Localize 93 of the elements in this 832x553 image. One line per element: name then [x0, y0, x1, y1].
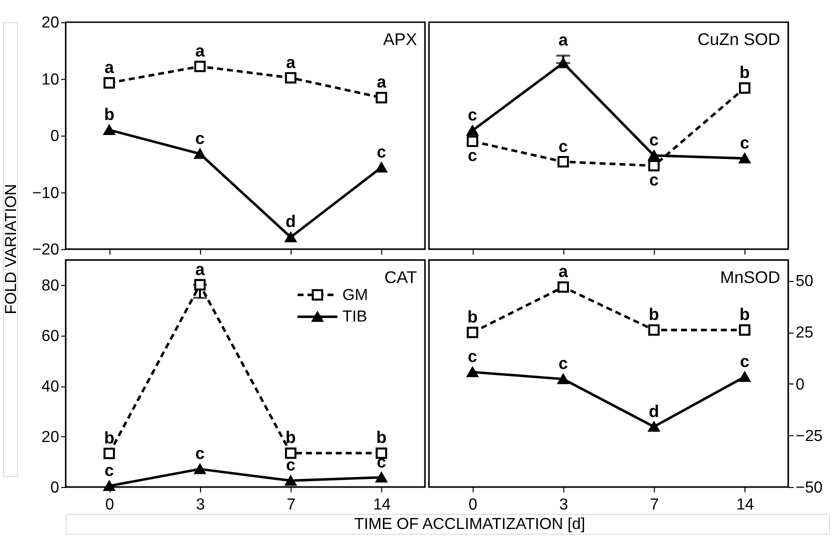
- point: [648, 422, 660, 432]
- x-tick-label: 3: [196, 496, 206, 514]
- annotation: a: [376, 72, 387, 92]
- x-axis-title: TIME OF ACCLIMATIZATION [d]: [354, 516, 586, 533]
- text: CAT: [384, 268, 417, 287]
- point: [284, 72, 296, 84]
- x-tick-label: 0: [468, 496, 478, 514]
- point: [194, 148, 206, 159]
- x-tick-label: 7: [650, 496, 660, 514]
- y-tick-label: 10: [42, 71, 60, 88]
- y-tick-label: 60: [42, 328, 60, 346]
- y-tick-label: −10: [32, 184, 60, 202]
- annotation: b: [376, 428, 387, 448]
- annotation: c: [104, 460, 114, 480]
- y-tick-label: 0: [50, 128, 60, 146]
- point: [738, 153, 750, 164]
- point: [557, 281, 569, 293]
- y-tick-label: 50: [796, 273, 814, 290]
- point: [648, 160, 660, 172]
- annotation: c: [286, 456, 296, 475]
- annotation: a: [286, 52, 296, 72]
- point: [376, 162, 388, 172]
- y-tick-label: 0: [796, 376, 805, 394]
- point: [648, 324, 660, 336]
- legend-label: GM: [342, 286, 368, 304]
- annotation: b: [740, 305, 750, 324]
- annotation: b: [467, 307, 478, 326]
- y-tick-label: 40: [42, 378, 60, 396]
- y-tick-label: 20: [42, 14, 60, 32]
- annotation: b: [740, 63, 750, 82]
- annotation: c: [740, 133, 750, 152]
- chart-title: APX: [383, 30, 417, 50]
- annotation: c: [195, 128, 205, 148]
- annotation: a: [558, 262, 569, 282]
- annotation: a: [558, 30, 569, 50]
- annotation: b: [104, 105, 114, 124]
- point: [194, 279, 206, 290]
- point: [466, 136, 478, 148]
- annotation: c: [558, 136, 568, 156]
- point: [284, 447, 296, 459]
- point: [557, 374, 569, 384]
- point: [376, 92, 388, 104]
- annotation: c: [649, 130, 659, 150]
- y-tick-label: −25: [796, 428, 823, 445]
- annotation: c: [649, 170, 659, 190]
- annotation: c: [468, 146, 478, 166]
- y-axis-title: FOLD VARIATION: [2, 184, 20, 314]
- annotation: c: [558, 354, 568, 374]
- point: [738, 324, 750, 336]
- chart-title: CuZn SOD: [698, 30, 780, 50]
- point: [466, 366, 478, 378]
- chart-title: MnSOD: [720, 268, 780, 287]
- point: [194, 60, 206, 72]
- annotation: c: [195, 444, 205, 464]
- y-tick-label: 25: [796, 324, 814, 342]
- annotation: a: [104, 58, 115, 77]
- point: [104, 448, 115, 460]
- x-tick-label: 7: [286, 496, 296, 514]
- point: [648, 150, 660, 161]
- point: [738, 82, 750, 94]
- annotation: a: [195, 260, 206, 279]
- legend-label: TIB: [342, 308, 368, 326]
- y-tick-label: −50: [796, 479, 823, 496]
- point: [104, 124, 115, 136]
- annotation: b: [104, 428, 114, 448]
- annotation: c: [376, 142, 386, 162]
- point: [557, 58, 569, 68]
- point: [104, 480, 115, 492]
- x-tick-label: 14: [736, 496, 754, 514]
- point: [104, 77, 115, 89]
- y-tick-label: −20: [32, 242, 60, 259]
- point: [194, 464, 206, 474]
- point: [738, 372, 750, 382]
- annotation: d: [286, 212, 296, 232]
- y-tick-label: 20: [42, 429, 60, 446]
- annotation: a: [195, 41, 206, 60]
- annotation: d: [648, 402, 660, 421]
- x-tick-label: 3: [559, 496, 568, 514]
- point: [376, 472, 388, 482]
- annotation: b: [286, 428, 296, 448]
- point: [466, 125, 478, 136]
- point: [557, 156, 569, 168]
- y-tick-label: 0: [50, 479, 60, 496]
- point: [284, 476, 296, 486]
- annotation: c: [468, 106, 478, 125]
- annotation: c: [468, 347, 478, 366]
- point: [466, 326, 478, 338]
- x-tick-label: 14: [373, 496, 391, 514]
- x-tick-label: 0: [105, 496, 114, 514]
- point: [284, 232, 296, 242]
- annotation: b: [648, 305, 660, 324]
- annotation: c: [740, 352, 750, 371]
- y-tick-label: 80: [42, 278, 60, 295]
